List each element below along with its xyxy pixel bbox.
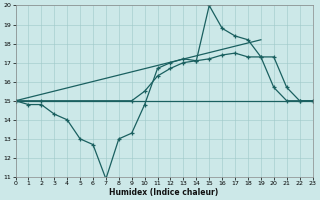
- X-axis label: Humidex (Indice chaleur): Humidex (Indice chaleur): [109, 188, 219, 197]
